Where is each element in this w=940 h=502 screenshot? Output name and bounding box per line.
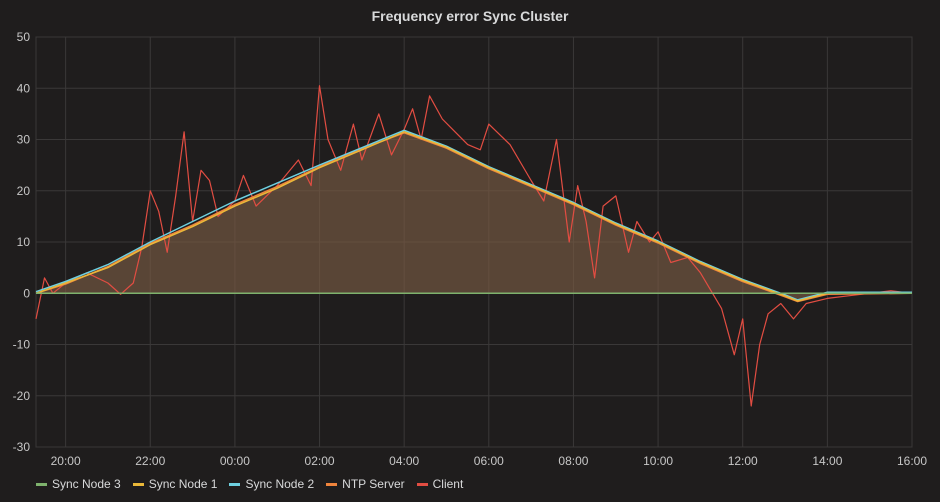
legend-label: Sync Node 2 bbox=[245, 477, 315, 491]
y-tick-label: -20 bbox=[13, 389, 31, 403]
legend-item-client[interactable]: Client bbox=[416, 477, 464, 491]
x-tick-label: 04:00 bbox=[389, 454, 419, 468]
y-tick-label: 50 bbox=[17, 30, 31, 44]
y-tick-label: -10 bbox=[13, 338, 31, 352]
series-line-sync-node-2 bbox=[35, 129, 912, 301]
legend-swatch bbox=[36, 482, 47, 486]
x-tick-label: 00:00 bbox=[220, 454, 250, 468]
legend-label: NTP Server bbox=[342, 477, 405, 491]
legend-item-sync-node-3[interactable]: Sync Node 3 bbox=[36, 477, 121, 491]
legend-swatch bbox=[326, 482, 338, 486]
x-tick-label: 14:00 bbox=[812, 454, 842, 468]
legend-label: Client bbox=[432, 477, 464, 491]
legend-label: Sync Node 1 bbox=[148, 477, 218, 491]
y-tick-label: 30 bbox=[17, 133, 31, 147]
x-tick-label: 06:00 bbox=[474, 454, 504, 468]
legend-item-sync-node-2[interactable]: Sync Node 2 bbox=[229, 477, 314, 491]
legend-label: Sync Node 3 bbox=[52, 477, 121, 491]
y-tick-label: 0 bbox=[23, 286, 30, 300]
series-line-client bbox=[35, 85, 913, 407]
legend-item-ntp-server[interactable]: NTP Server bbox=[326, 477, 405, 491]
chart-title: Frequency error Sync Cluster bbox=[371, 8, 569, 24]
x-tick-label: 02:00 bbox=[305, 454, 335, 468]
y-tick-label: -30 bbox=[13, 440, 31, 454]
x-tick-label: 20:00 bbox=[51, 454, 81, 468]
y-tick-label: 10 bbox=[17, 235, 31, 249]
x-tick-label: 22:00 bbox=[135, 454, 165, 468]
x-tick-label: 12:00 bbox=[728, 454, 758, 468]
legend: Sync Node 3 Sync Node 1 Sync Node 2 NTP … bbox=[36, 477, 463, 491]
legend-swatch bbox=[416, 482, 428, 486]
series-line-sync-node-1 bbox=[35, 131, 912, 302]
y-tick-label: 20 bbox=[17, 184, 31, 198]
x-tick-label: 08:00 bbox=[558, 454, 588, 468]
x-tick-label: 10:00 bbox=[643, 454, 673, 468]
series-area bbox=[36, 132, 912, 302]
legend-swatch bbox=[132, 482, 144, 486]
legend-item-sync-node-1[interactable]: Sync Node 1 bbox=[132, 477, 218, 491]
y-tick-label: 40 bbox=[17, 81, 31, 95]
series-line-ntp-server bbox=[35, 132, 913, 303]
legend-swatch bbox=[229, 482, 241, 486]
plot-border bbox=[35, 36, 913, 448]
x-tick-label: 16:00 bbox=[897, 454, 927, 468]
